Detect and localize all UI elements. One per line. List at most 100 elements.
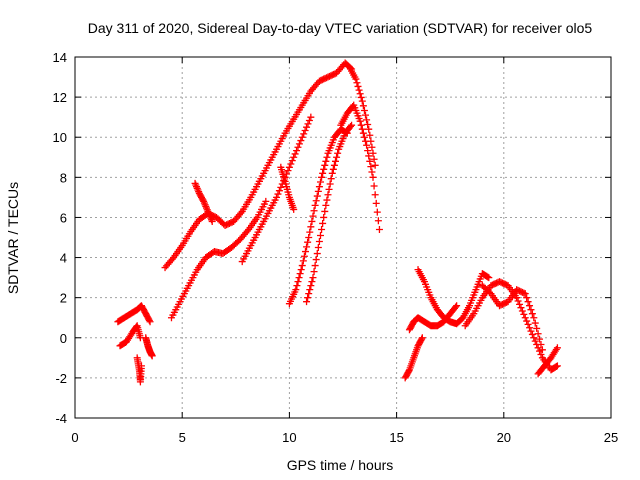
series-arc-peak-5-6 xyxy=(191,179,216,225)
data-point xyxy=(202,204,210,212)
data-point xyxy=(288,157,296,165)
data-point xyxy=(306,286,314,294)
data-point xyxy=(313,192,321,200)
data-point xyxy=(314,187,322,195)
data-point xyxy=(531,337,539,345)
data-point xyxy=(301,127,309,135)
y-tick-label: 4 xyxy=(60,251,67,266)
y-tick-label: 6 xyxy=(60,210,67,225)
grid xyxy=(75,57,611,418)
data-point xyxy=(146,318,154,326)
series-arc-top-fall xyxy=(337,101,383,233)
data-point xyxy=(290,205,298,213)
data-point xyxy=(520,289,528,297)
data-point xyxy=(334,149,342,157)
data-marks xyxy=(114,59,561,386)
y-tick-label: 2 xyxy=(60,291,67,306)
data-point xyxy=(313,250,321,258)
data-point xyxy=(358,125,366,133)
data-point xyxy=(300,252,308,260)
y-tick-label: 12 xyxy=(53,90,67,105)
data-point xyxy=(305,290,313,298)
data-point xyxy=(329,165,337,173)
series-arc-drop-1 xyxy=(277,163,298,213)
data-point xyxy=(526,302,534,310)
y-tick-label: -2 xyxy=(55,371,67,386)
data-point xyxy=(530,334,538,342)
y-tick-label: 8 xyxy=(60,170,67,185)
data-point xyxy=(372,199,380,207)
data-point xyxy=(356,90,364,98)
data-point xyxy=(537,340,545,348)
data-point xyxy=(307,223,315,231)
data-point xyxy=(327,175,335,183)
data-point xyxy=(528,330,536,338)
data-point xyxy=(137,362,145,370)
data-point xyxy=(533,324,541,332)
data-point xyxy=(359,102,367,110)
data-point xyxy=(514,297,522,305)
data-point xyxy=(319,219,327,227)
data-point xyxy=(524,320,532,328)
data-point xyxy=(202,202,210,210)
plot-frame xyxy=(74,56,612,419)
data-point xyxy=(199,196,207,204)
x-tick-label: 15 xyxy=(389,430,403,445)
data-point xyxy=(273,193,281,201)
data-point xyxy=(371,161,379,169)
data-point xyxy=(208,217,216,225)
data-point xyxy=(527,327,535,335)
data-point xyxy=(553,344,561,352)
data-point xyxy=(315,183,323,191)
data-point xyxy=(205,209,213,217)
data-point xyxy=(348,121,356,129)
data-point xyxy=(530,314,538,322)
data-point xyxy=(307,113,315,121)
data-point xyxy=(318,225,326,233)
data-point xyxy=(333,153,341,161)
y-tick-label: 10 xyxy=(53,130,67,145)
data-point xyxy=(358,97,366,105)
x-axis: 0 5 10 15 20 25 xyxy=(71,57,618,445)
data-point xyxy=(528,310,536,318)
series-arc-early-4 xyxy=(142,334,156,360)
data-point xyxy=(194,186,202,194)
data-point xyxy=(301,248,309,256)
data-point xyxy=(297,266,305,274)
data-point xyxy=(145,316,153,324)
data-point xyxy=(204,207,212,215)
data-point xyxy=(291,150,299,158)
data-point xyxy=(355,86,363,94)
series-arc-late-rise-2 xyxy=(303,121,356,306)
data-point xyxy=(203,206,211,214)
data-point xyxy=(294,143,302,151)
series-arc-rise-lower xyxy=(167,197,270,322)
x-axis-title: GPS time / hours xyxy=(287,457,394,473)
data-point xyxy=(418,335,426,343)
data-point xyxy=(366,157,374,165)
data-point xyxy=(367,163,375,171)
data-point xyxy=(310,207,318,215)
data-point xyxy=(516,300,524,308)
x-tick-label: 25 xyxy=(604,430,618,445)
data-point xyxy=(319,169,327,177)
data-point xyxy=(418,334,426,342)
data-point xyxy=(364,121,372,129)
data-point xyxy=(307,282,315,290)
data-point xyxy=(330,161,338,169)
data-point xyxy=(148,352,156,360)
data-point xyxy=(324,191,332,199)
x-tick-label: 20 xyxy=(497,430,511,445)
data-point xyxy=(354,82,362,90)
data-point xyxy=(207,214,215,222)
data-point xyxy=(300,130,308,138)
data-point xyxy=(287,160,295,168)
data-point xyxy=(192,183,200,191)
data-point xyxy=(523,294,531,302)
data-point xyxy=(315,238,323,246)
series-arc-evening-3 xyxy=(414,266,493,328)
data-point xyxy=(292,286,300,294)
chart-title: Day 311 of 2020, Sidereal Day-to-day VTE… xyxy=(88,20,593,36)
y-tick-label: -4 xyxy=(55,411,67,426)
